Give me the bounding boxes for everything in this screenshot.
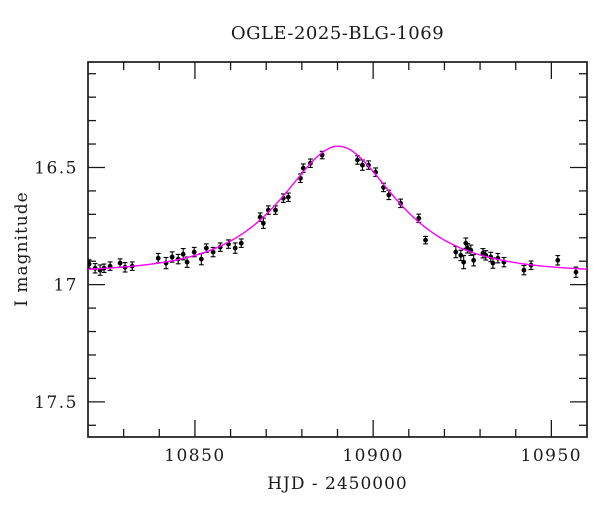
svg-text:10850: 10850 (164, 446, 226, 466)
svg-text:16.5: 16.5 (34, 158, 78, 178)
svg-text:17.5: 17.5 (34, 393, 78, 413)
x-axis-label: HJD - 2450000 (267, 474, 408, 494)
model-curve (88, 145, 587, 270)
chart-title: OGLE-2025-BLG-1069 (230, 23, 445, 44)
svg-text:10950: 10950 (521, 446, 583, 466)
svg-text:17: 17 (53, 276, 78, 296)
svg-text:10900: 10900 (342, 446, 404, 466)
data-points (88, 150, 579, 278)
